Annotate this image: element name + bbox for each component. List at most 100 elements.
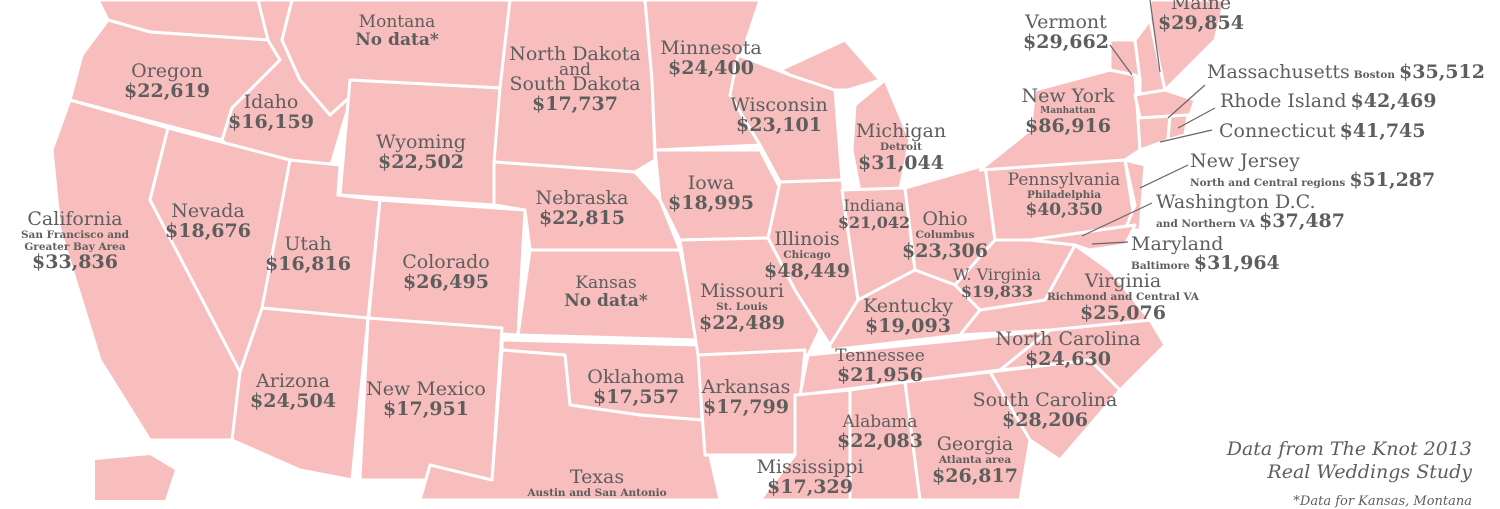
label-north-carolina: North Carolina $24,630 (995, 330, 1140, 369)
label-colorado: Colorado $26,495 (402, 253, 490, 292)
label-maryland: Maryland Baltimore $31,964 (1131, 235, 1280, 273)
state-value: $17,329 (756, 478, 863, 497)
state-region: Philadelphia (1008, 190, 1121, 201)
label-maine: Maine $29,854 (1158, 0, 1244, 33)
label-illinois: Illinois Chicago $48,449 (764, 230, 850, 281)
state-region: Austin and San Antonio (527, 488, 666, 499)
state-name: Mississippi (756, 458, 863, 477)
state-value: $23,306 (902, 242, 988, 261)
state-name: Tennessee (835, 348, 925, 365)
state-connecticut (1138, 116, 1170, 150)
state-value: $23,101 (730, 116, 827, 135)
state-value: $18,995 (668, 194, 754, 213)
state-value: $28,206 (973, 411, 1118, 430)
state-value: $22,619 (124, 82, 210, 101)
state-value: $21,956 (835, 366, 925, 385)
state-name: Arizona (250, 372, 336, 391)
state-value: $41,745 (1340, 120, 1426, 142)
state-name: Pennsylvania (1008, 172, 1121, 189)
label-kentucky: Kentucky $19,093 (863, 297, 953, 336)
label-wisconsin: Wisconsin $23,101 (730, 96, 827, 135)
state-value: $42,469 (1351, 90, 1437, 112)
state-value: $22,489 (699, 314, 785, 333)
state-value: $17,737 (509, 95, 641, 114)
state-value: $40,350 (1008, 202, 1121, 219)
state-name: Idaho (228, 93, 314, 112)
state-region: Boston (1354, 69, 1395, 81)
state-value: $29,854 (1158, 14, 1244, 33)
state-value: $18,676 (165, 222, 251, 241)
label-arkansas: Arkansas $17,799 (702, 378, 791, 417)
state-region: Columbus (902, 230, 988, 241)
state-name: Rhode Island (1220, 90, 1347, 112)
label-montana: Montana No data* (355, 14, 438, 49)
state-name-2: South Dakota (509, 75, 641, 94)
state-value: $17,557 (587, 388, 685, 407)
state-value: $24,400 (660, 59, 761, 78)
state-value: No data* (355, 32, 438, 49)
label-vermont: Vermont $29,662 (1023, 13, 1109, 52)
state-name: W. Virginia (953, 267, 1041, 283)
state-value: $37,487 (1259, 210, 1345, 232)
label-minnesota: Minnesota $24,400 (660, 39, 761, 78)
state-region: Atlanta area (932, 455, 1018, 466)
state-name: Michigan (856, 122, 946, 141)
state-name: New York (1021, 87, 1114, 106)
state-hawaii-partial (95, 455, 175, 500)
label-georgia: Georgia Atlanta area $26,817 (932, 435, 1018, 486)
state-value: $86,916 (1021, 117, 1114, 136)
state-value: $22,502 (376, 153, 466, 172)
label-michigan: Michigan Detroit $31,044 (856, 122, 946, 173)
state-name: Nebraska (535, 189, 628, 208)
label-oklahoma: Oklahoma $17,557 (587, 368, 685, 407)
state-name: Kentucky (863, 297, 953, 316)
state-name: Texas (527, 468, 666, 487)
footnote: *Data for Kansas, Montana (1227, 494, 1472, 509)
label-new-jersey: New Jersey North and Central regions $51,… (1190, 152, 1435, 190)
state-value: $26,817 (932, 467, 1018, 486)
state-value: $16,159 (228, 113, 314, 132)
label-iowa: Iowa $18,995 (668, 174, 754, 213)
label-new-york: New York Manhattan $86,916 (1021, 87, 1114, 136)
state-value: $16,816 (265, 255, 351, 274)
state-region: and Northern VA (1156, 218, 1255, 230)
state-name: Wyoming (376, 133, 466, 152)
state-value: $35,512 (1399, 61, 1485, 83)
state-region: Chicago (764, 250, 850, 261)
state-value: $25,076 (1047, 304, 1199, 323)
state-name: Illinois (764, 230, 850, 249)
state-name: Minnesota (660, 39, 761, 58)
state-name: Vermont (1023, 13, 1109, 32)
state-value: $31,964 (1194, 252, 1280, 274)
label-south-carolina: South Carolina $28,206 (973, 391, 1118, 430)
state-name: Indiana (838, 198, 910, 214)
state-value: $17,799 (702, 398, 791, 417)
leader-new-jersey (1140, 165, 1188, 188)
label-nebraska: Nebraska $22,815 (535, 189, 628, 228)
state-name: Missouri (699, 282, 785, 301)
label-kansas: Kansas No data* (564, 275, 647, 310)
state-name: Nevada (165, 202, 251, 221)
state-name: Virginia (1047, 272, 1199, 291)
state-value: $24,630 (995, 350, 1140, 369)
label-virginia: Virginia Richmond and Central VA $25,076 (1047, 272, 1199, 323)
label-utah: Utah $16,816 (265, 235, 351, 274)
state-region: Detroit (856, 142, 946, 153)
state-name: Oregon (124, 62, 210, 81)
state-region: North and Central regions (1190, 177, 1345, 189)
state-name: Kansas (564, 275, 647, 292)
state-name: New Mexico (366, 380, 486, 399)
state-region: Richmond and Central VA (1047, 292, 1199, 303)
label-north-south-dakota: North Dakota and South Dakota $17,737 (509, 45, 641, 114)
label-idaho: Idaho $16,159 (228, 93, 314, 132)
state-name: Oklahoma (587, 368, 685, 387)
label-oregon: Oregon $22,619 (124, 62, 210, 101)
state-value: $29,662 (1023, 33, 1109, 52)
state-value: $19,833 (953, 284, 1041, 300)
label-massachusetts: Massachusetts Boston $35,512 (1207, 63, 1485, 82)
state-name: North Carolina (995, 330, 1140, 349)
label-indiana: Indiana $21,042 (838, 198, 910, 231)
label-connecticut: Connecticut $41,745 (1219, 122, 1426, 141)
label-tennessee: Tennessee $21,956 (835, 348, 925, 385)
state-name: Colorado (402, 253, 490, 272)
